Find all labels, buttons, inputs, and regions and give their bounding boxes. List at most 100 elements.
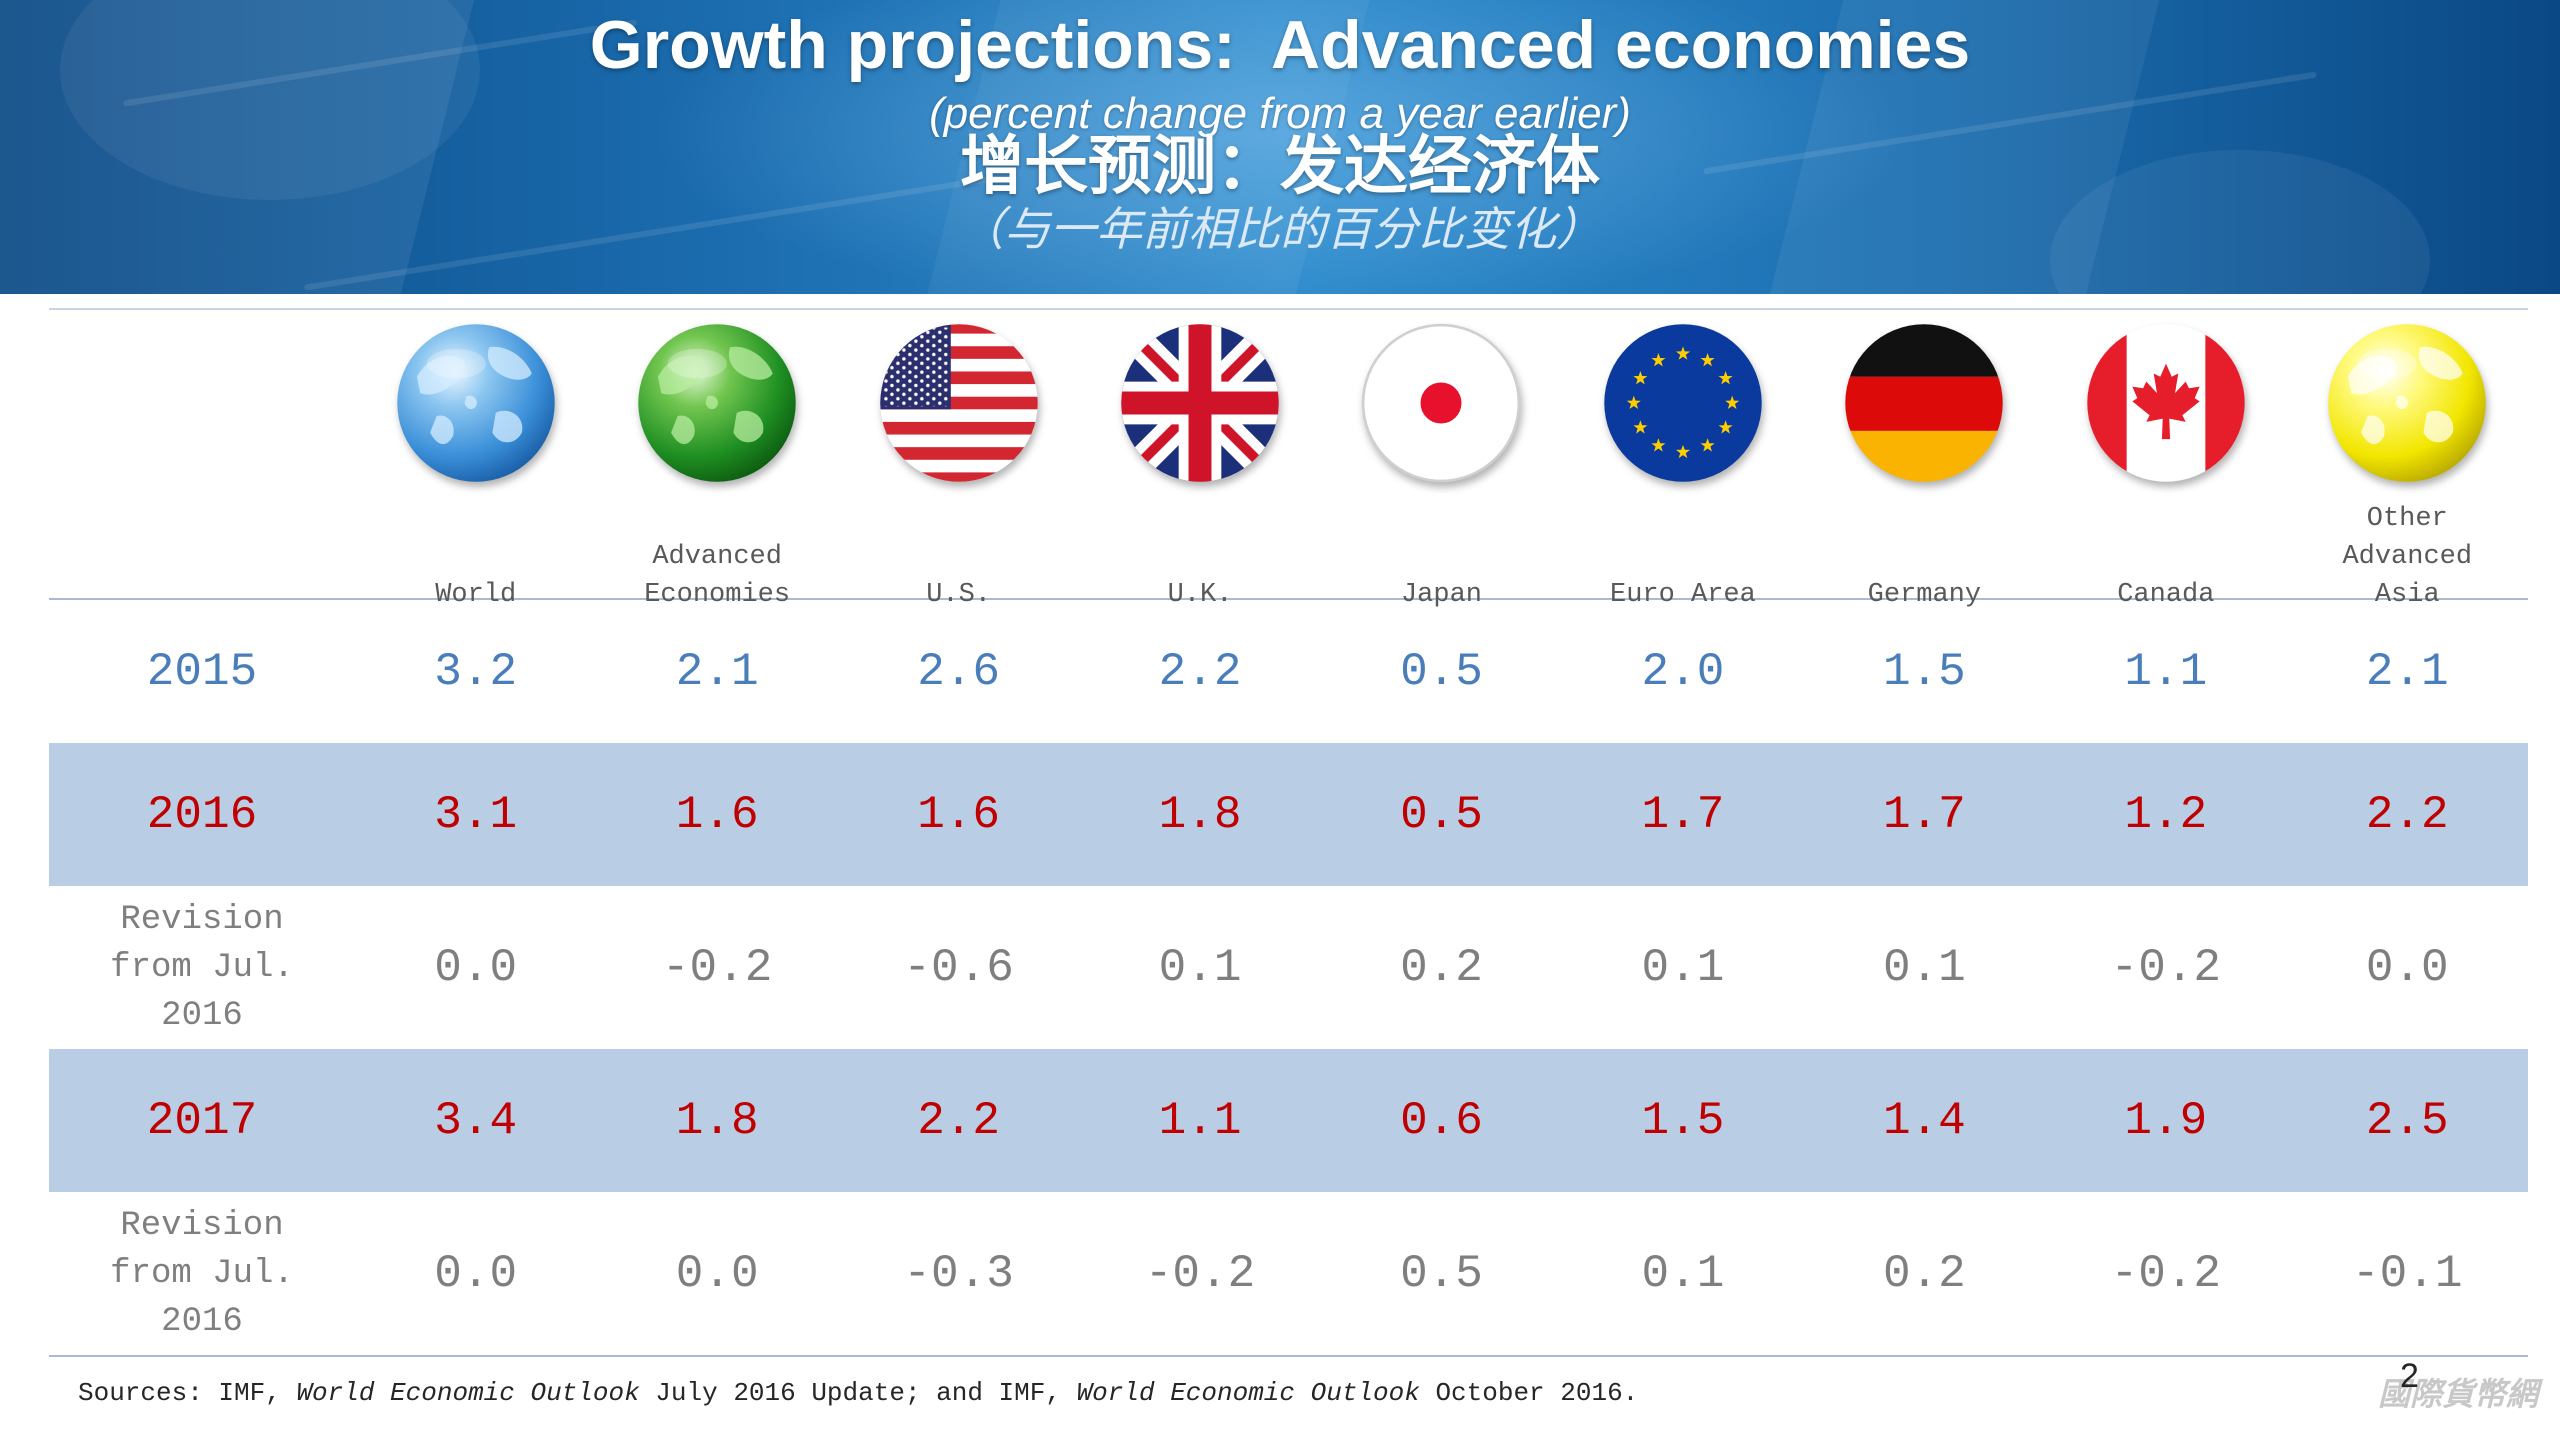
- column-header-label: U.S.: [926, 580, 991, 610]
- revision-2017-other-advanced-asia: -0.1: [2352, 1247, 2463, 1300]
- column-header-world: World: [355, 500, 596, 626]
- watermark-logo: 國際貨幣網: [2378, 1375, 2539, 1413]
- page-subtitle-chinese: （与一年前相比的百分比变化）: [958, 202, 1602, 256]
- value-2015-uk: 2.2: [1158, 645, 1242, 698]
- row-label-2016: 2016: [146, 788, 258, 841]
- revision-2016-advanced-economies: -0.2: [661, 941, 773, 994]
- revision-2016-us: -0.6: [903, 941, 1014, 994]
- other-advanced-asia-globe-icon: [2325, 321, 2489, 485]
- value-2016-advanced-economies: 1.6: [675, 788, 759, 841]
- icon-cell-euro-area: [1562, 310, 1803, 500]
- column-header-label: Germany: [1867, 580, 1982, 610]
- table-row-2017: 2017 3.4 1.8 2.2 1.1 0.6 1.5 1.4 1.9 2.5: [49, 1049, 2528, 1192]
- value-2016-japan: 0.5: [1400, 788, 1483, 841]
- column-header-label: Euro Area: [1610, 580, 1756, 610]
- world-globe-graphic: [396, 324, 555, 482]
- column-header-row: World Advanced Economies U.S. U.K. Japan…: [49, 500, 2528, 610]
- page-title: Growth projections: Advanced economies: [589, 7, 1971, 83]
- value-2016-germany: 1.7: [1882, 788, 1966, 841]
- value-2017-other-advanced-asia: 2.5: [2365, 1094, 2449, 1147]
- table-row-revision-2016: Revision from Jul. 2016 0.0 -0.2 -0.6 0.…: [49, 886, 2528, 1049]
- canada-flag-icon: [2084, 321, 2248, 485]
- icon-cell-canada: [2045, 310, 2286, 500]
- value-2016-euro-area: 1.7: [1641, 788, 1725, 841]
- value-2017-uk: 1.1: [1158, 1094, 1242, 1147]
- row-label-revision-2017: Revision from Jul. 2016: [110, 1206, 294, 1341]
- sources-note: Sources: IMF, World Economic Outlook Jul…: [78, 1378, 1638, 1408]
- icon-cell-japan: [1321, 310, 1562, 500]
- row-label-revision-2016: Revision from Jul. 2016: [110, 900, 294, 1035]
- revision-2017-euro-area: 0.1: [1641, 1247, 1725, 1300]
- icon-cell-uk: [1079, 310, 1320, 500]
- column-header-canada: Canada: [2045, 500, 2286, 626]
- germany-flag-icon: [1842, 321, 2006, 485]
- revision-2017-canada: -0.2: [2110, 1247, 2222, 1300]
- uk-flag-graphic: [1121, 324, 1279, 482]
- column-header-label: World: [435, 580, 517, 610]
- revision-2017-world: 0.0: [434, 1247, 518, 1300]
- column-header-label: Advanced Economies: [644, 542, 791, 610]
- column-header-germany: Germany: [1804, 500, 2045, 626]
- icon-cell-advanced-economies: [596, 310, 837, 500]
- uk-flag-icon: [1118, 321, 1282, 485]
- revision-2016-canada: -0.2: [2110, 941, 2222, 994]
- value-2016-canada: 1.2: [2124, 788, 2208, 841]
- revision-2016-uk: 0.1: [1158, 941, 1242, 994]
- revision-2017-japan: 0.5: [1400, 1247, 1483, 1300]
- revision-2016-other-advanced-asia: 0.0: [2365, 941, 2449, 994]
- icon-cell-other-advanced-asia: [2287, 310, 2528, 500]
- icon-cell-us: [838, 310, 1079, 500]
- japan-flag-graphic: [1362, 323, 1521, 483]
- sources-prefix: Sources: IMF,: [78, 1378, 297, 1408]
- column-header-other-advanced-asia: Other Advanced Asia: [2287, 500, 2528, 626]
- column-header-advanced-economies: Advanced Economies: [596, 500, 837, 626]
- sources-publication: World Economic Outlook: [296, 1378, 640, 1408]
- revision-2016-world: 0.0: [434, 941, 518, 994]
- other-advanced-asia-globe-graphic: [2328, 324, 2486, 482]
- value-2017-us: 2.2: [917, 1094, 1001, 1147]
- advanced-economies-globe-graphic: [638, 324, 796, 482]
- value-2015-other-advanced-asia: 2.1: [2365, 645, 2449, 698]
- icon-cell-world: [355, 310, 596, 500]
- sources-suffix: October 2016.: [1419, 1378, 1639, 1408]
- column-header-japan: Japan: [1321, 500, 1562, 626]
- value-2017-euro-area: 1.5: [1641, 1094, 1725, 1147]
- column-header-label: U.K.: [1167, 580, 1233, 610]
- column-header-label: Canada: [2117, 580, 2215, 610]
- revision-2017-us: -0.3: [903, 1247, 1014, 1300]
- value-2016-other-advanced-asia: 2.2: [2365, 788, 2449, 841]
- page-title-chinese: 增长预测：发达经济体: [960, 130, 1600, 204]
- value-2016-world: 3.1: [434, 788, 518, 841]
- growth-projections-table: World Advanced Economies U.S. U.K. Japan…: [49, 308, 2528, 1357]
- value-2015-canada: 1.1: [2124, 645, 2208, 698]
- column-header-euro-area: Euro Area: [1562, 500, 1803, 626]
- japan-flag-icon: [1359, 321, 1523, 485]
- value-2017-canada: 1.9: [2124, 1094, 2208, 1147]
- revision-2017-germany: 0.2: [1882, 1247, 1966, 1300]
- row-label-2015: 2015: [146, 645, 258, 698]
- revision-2016-euro-area: 0.1: [1641, 941, 1725, 994]
- world-globe-icon: [394, 321, 558, 485]
- value-2017-germany: 1.4: [1882, 1094, 1966, 1147]
- column-header-label: Other Advanced Asia: [2342, 504, 2473, 610]
- revision-2017-uk: -0.2: [1144, 1247, 1256, 1300]
- page-number: 2: [2400, 1357, 2419, 1395]
- column-header-label: Japan: [1400, 580, 1482, 610]
- us-flag-icon: [877, 321, 1041, 485]
- column-header-uk: U.K.: [1079, 500, 1320, 626]
- revision-2016-japan: 0.2: [1400, 941, 1483, 994]
- eu-flag-graphic: [1604, 324, 1762, 482]
- sources-middle: July 2016 Update; and IMF,: [639, 1378, 1077, 1408]
- icon-cell-germany: [1804, 310, 2045, 500]
- header-banner: Growth projections: Advanced economies (…: [0, 0, 2560, 294]
- value-2015-us: 2.6: [917, 645, 1001, 698]
- icon-row: [49, 310, 2528, 500]
- page-subtitle: (percent change from a year earlier): [929, 89, 1631, 138]
- advanced-economies-globe-icon: [635, 321, 799, 485]
- banner-decoration: [60, 0, 480, 200]
- us-flag-graphic: [879, 324, 1038, 482]
- eu-flag-icon: [1601, 321, 1765, 485]
- germany-flag-graphic: [1845, 324, 2004, 482]
- value-2015-japan: 0.5: [1400, 645, 1483, 698]
- value-2015-euro-area: 2.0: [1641, 645, 1725, 698]
